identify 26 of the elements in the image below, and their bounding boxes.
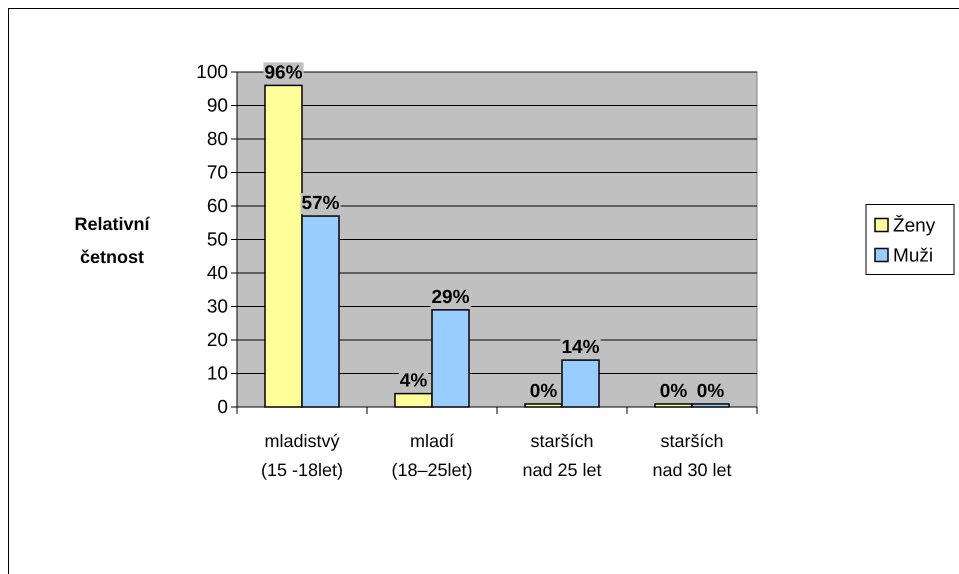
y-tick-label: 0 [217,397,228,418]
x-tick-label: mladí (18–25let) [391,431,473,480]
y-tick-label: 20 [206,330,228,352]
y-tick-label: 40 [206,263,228,284]
y-tick-label: 90 [206,96,228,117]
data-label: 0% [660,381,688,402]
legend-label: Ženy [893,214,936,236]
data-label: 57% [301,193,340,214]
y-axis-title: Relativní četnost [74,214,151,267]
y-tick-label: 30 [206,296,228,318]
x-tick-label: mladistvý (15 -18let) [260,431,344,480]
y-tick-label: 70 [206,162,228,184]
data-label: 29% [431,286,470,308]
data-label: 0% [530,381,558,402]
x-tick-label: starších nad 30 let [652,431,732,480]
y-tick-label: 10 [206,364,228,385]
x-tick-label: starších nad 25 let [522,431,602,480]
data-label: 96% [264,62,303,84]
y-tick-label: 100 [196,62,228,84]
y-tick-label: 50 [206,230,228,251]
data-label: 14% [561,337,600,358]
data-label: 0% [696,381,724,402]
y-tick-label: 80 [206,129,228,150]
y-tick-label: 60 [206,196,228,218]
legend-label: Muži [893,246,934,266]
data-label: 4% [400,370,428,392]
